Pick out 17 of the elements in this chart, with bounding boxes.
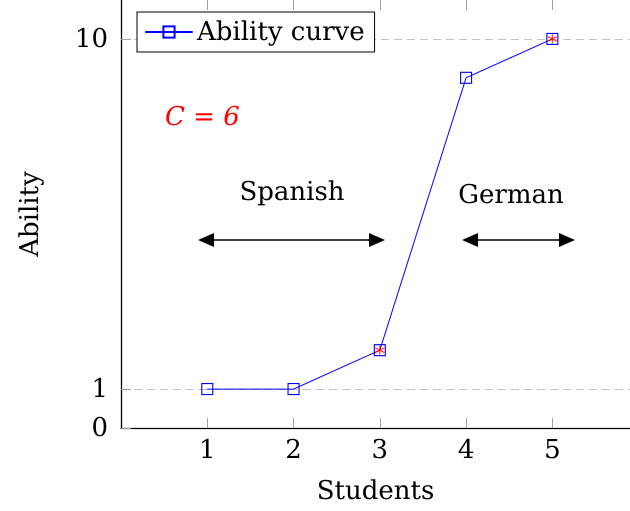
annotation: Spanish [239,177,345,207]
y-tick-label: 10 [74,24,108,54]
x-tick-label: 4 [458,435,474,465]
legend-label: Ability curve [196,17,365,47]
annotation: German [458,180,564,210]
x-tick-label: 1 [199,435,216,465]
y-tick-label: 1 [91,374,108,404]
point [460,72,472,84]
y-tick-label: 0 [91,413,108,443]
point [201,383,214,396]
annotation: C = 6 [165,102,240,132]
x-axis-title: Students [316,476,434,506]
x-tick-label: 2 [285,435,302,465]
y-axis-title: Ability [15,170,45,258]
x-tick-label: 5 [544,435,561,465]
point [287,383,300,396]
x-tick-label: 3 [372,435,388,465]
